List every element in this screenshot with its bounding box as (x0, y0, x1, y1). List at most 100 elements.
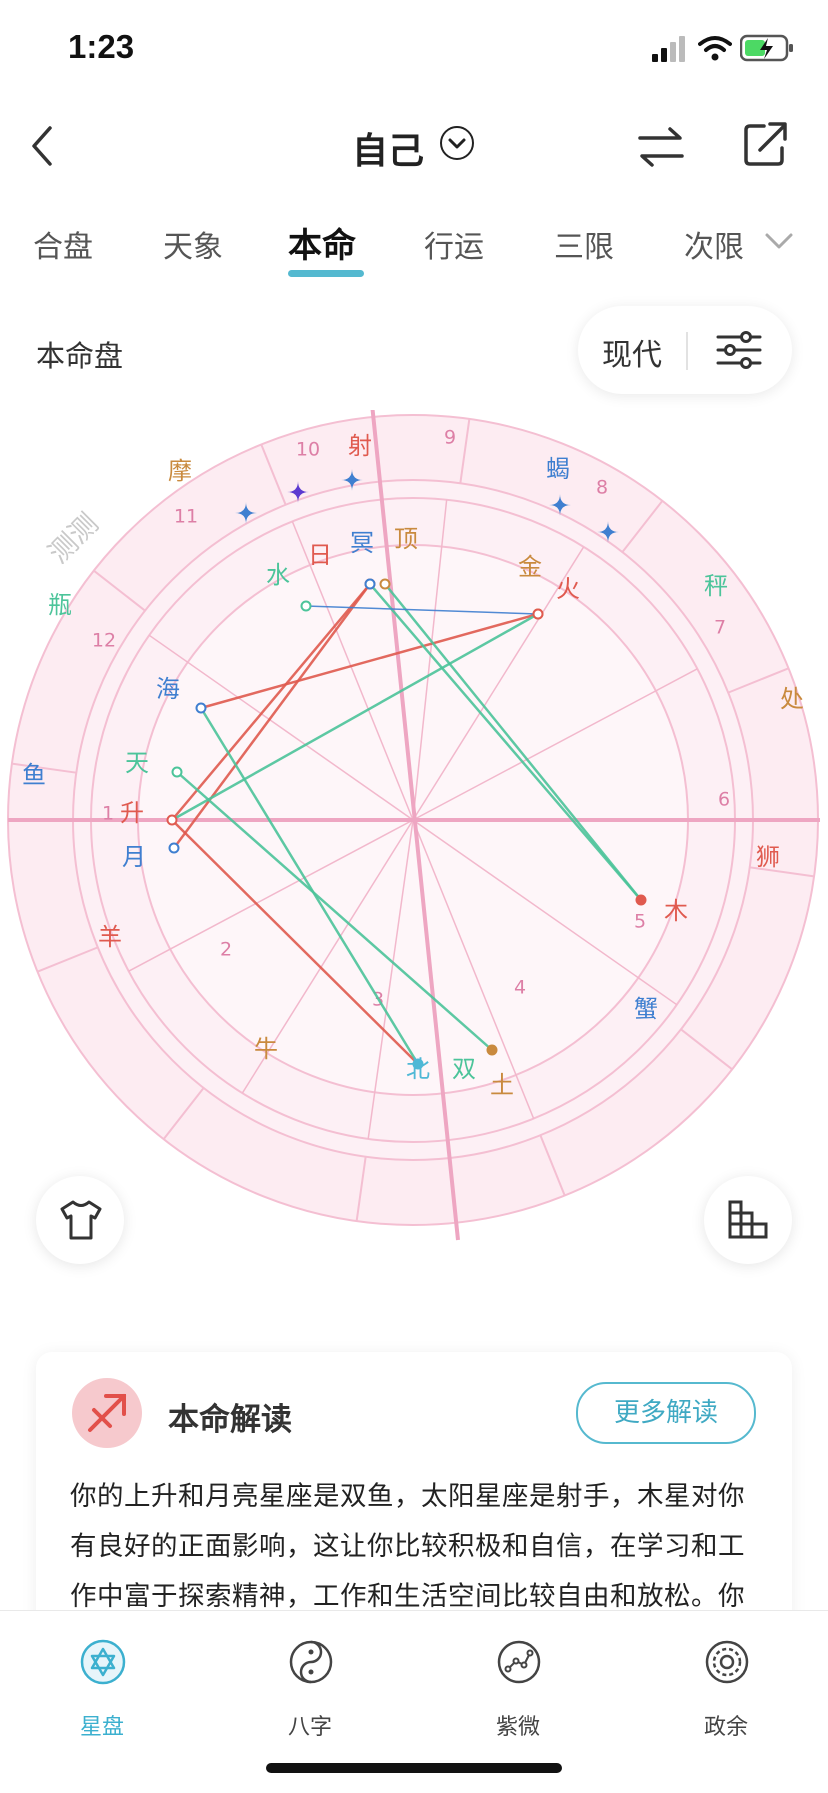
zodiac-sign-label: 摩 (168, 457, 192, 485)
tab-transit[interactable]: 行运 (424, 230, 484, 265)
zodiac-sign-label: 鱼 (22, 761, 46, 789)
tab-secondary[interactable]: 次限 (684, 230, 744, 265)
house-cusp (412, 819, 535, 1119)
nav-label: 政余 (703, 1715, 748, 1740)
planet-dot (171, 766, 183, 778)
sign-divider (162, 1087, 205, 1140)
aspect-line (199, 707, 420, 1065)
sparkle-icon (235, 502, 257, 524)
house-number: 12 (92, 630, 116, 652)
sign-divider (539, 1134, 566, 1196)
reading-line: 你的上升和月亮星座是双鱼，太阳星座是射手，木星对你 (70, 1481, 745, 1512)
aspect-line (384, 583, 642, 901)
planet-dot (168, 842, 180, 854)
settings-sliders-icon[interactable] (716, 330, 762, 370)
house-number: 1 (102, 803, 114, 825)
tab-synastry[interactable]: 合盘 (33, 230, 93, 265)
zodiac-sign-label: 秤 (704, 572, 728, 600)
planet-dot (300, 600, 312, 612)
sign-divider (680, 1028, 733, 1071)
planet-label: 金 (518, 553, 542, 581)
meridian-axis (370, 403, 460, 1241)
yin-yang-icon (288, 1639, 334, 1689)
planet-label: 水 (266, 561, 290, 589)
zodiac-sign-label: 羊 (98, 923, 122, 951)
more-readings-button[interactable]: 更多解读 (576, 1382, 756, 1444)
aspect-line (369, 583, 642, 901)
natal-chart[interactable]: 射蝎秤处狮蟹双牛羊鱼瓶摩123456789101112测测日冥顶水金火海天升月木… (0, 403, 828, 1250)
sagittarius-icon (72, 1378, 142, 1448)
back-icon[interactable] (28, 124, 58, 168)
grid-toggle-button[interactable] (704, 1176, 792, 1264)
zodiac-sign-label: 双 (452, 1055, 476, 1083)
zodiac-sign-label: 牛 (254, 1035, 278, 1063)
house-cusp (412, 668, 698, 821)
tab-natal[interactable]: 本命 (288, 226, 356, 266)
chevron-down-icon[interactable] (440, 126, 474, 160)
sign-divider (459, 418, 471, 484)
tab-tertiary[interactable]: 三限 (554, 230, 614, 265)
zodiac-sign-label: 射 (348, 432, 372, 460)
nav-label: 紫微 (495, 1715, 540, 1740)
reading-line: 作中富于探索精神，工作和生活空间比较自由和放松。你 (70, 1581, 745, 1612)
sign-divider (749, 866, 815, 878)
tabs-expand-icon[interactable] (764, 230, 794, 252)
planet-label: 顶 (394, 525, 418, 553)
sign-divider (37, 946, 99, 973)
watermark-text: 测测 (42, 507, 105, 570)
section-title: 本命盘 (36, 339, 124, 373)
zodiac-sign-label: 蝎 (546, 455, 570, 483)
sign-divider (11, 762, 77, 774)
sign-divider (621, 500, 664, 553)
planet-label: 木 (664, 897, 688, 925)
active-tab-indicator (288, 270, 364, 277)
tshirt-icon (58, 1198, 104, 1246)
star-of-david-icon (80, 1639, 126, 1689)
aspect-line (176, 771, 493, 1051)
planet-dot (486, 1044, 498, 1056)
card-title: 本命解读 (168, 1402, 292, 1438)
house-number: 9 (444, 427, 456, 449)
share-icon[interactable] (742, 120, 788, 168)
planet-label: 火 (556, 575, 580, 603)
home-indicator (266, 1763, 562, 1773)
planet-label: 冥 (350, 529, 374, 557)
planet-dot (166, 814, 178, 826)
house-number: 6 (718, 789, 730, 811)
sparkle-icon (287, 481, 309, 503)
chart-style-label[interactable]: 现代 (602, 338, 662, 373)
house-cusp (148, 634, 414, 821)
house-number: 5 (634, 911, 646, 933)
planet-dot (195, 702, 207, 714)
sign-divider (260, 444, 287, 506)
house-number: 7 (714, 617, 726, 639)
switch-icon[interactable] (636, 126, 686, 168)
zodiac-sign-label: 瓶 (48, 591, 72, 619)
signal-icon (652, 36, 692, 62)
pill-divider (686, 332, 688, 370)
sparkle-icon (549, 494, 571, 516)
reading-line: 有良好的正面影响，这让你比较积极和自信，在学习和工 (70, 1531, 745, 1562)
house-number: 8 (596, 477, 608, 499)
theme-button[interactable] (36, 1176, 124, 1264)
sign-divider (727, 667, 789, 694)
planet-dot (532, 608, 544, 620)
zodiac-sign-label: 蟹 (634, 995, 658, 1023)
natal-reading-card: 本命解读 更多解读 你的上升和月亮星座是双鱼，太阳星座是射手，木星对你 有良好的… (36, 1352, 792, 1652)
wifi-icon (698, 34, 732, 62)
planet-label: 北 (406, 1055, 430, 1083)
zodiac-sign-label: 狮 (756, 843, 780, 871)
planet-label: 土 (490, 1071, 514, 1099)
planet-dot (379, 578, 391, 590)
sign-divider (93, 569, 146, 612)
house-cusp (412, 546, 585, 821)
house-number: 11 (174, 506, 198, 528)
bar-blocks-icon (726, 1198, 772, 1246)
tab-transit-sky[interactable]: 天象 (163, 230, 223, 265)
planet-label: 日 (308, 541, 332, 569)
page-title[interactable]: 自己 (352, 131, 425, 172)
header: 自己 (0, 118, 828, 178)
house-number: 4 (514, 977, 526, 999)
sparkle-icon (597, 521, 619, 543)
house-cusp (241, 819, 414, 1094)
